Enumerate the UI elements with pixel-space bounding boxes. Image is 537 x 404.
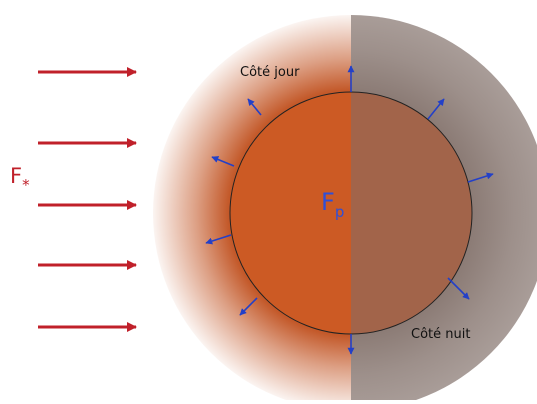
outgoing-arrow (211, 156, 235, 167)
outgoing-arrow (467, 172, 494, 183)
outgoing-arrows (205, 65, 494, 355)
planet-night-hemisphere (351, 92, 472, 334)
planet-flux-subscript: p (334, 203, 345, 221)
incoming-arrows (38, 67, 137, 332)
night-side-label: Côté nuit (411, 327, 471, 342)
outgoing-arrow (239, 297, 258, 316)
outgoing-arrow (205, 234, 232, 245)
stellar-flux-main: F (10, 164, 23, 188)
stellar-flux-subscript: * (22, 176, 30, 194)
outgoing-arrow (427, 98, 445, 120)
stellar-flux-label: F* (10, 164, 30, 193)
planet-flux-main: F (321, 188, 335, 216)
outgoing-arrow (247, 98, 262, 116)
planet-flux-label: Fp (321, 188, 344, 220)
planet-day-hemisphere (230, 92, 351, 334)
outgoing-arrow (447, 277, 470, 300)
day-side-label: Côté jour (240, 65, 300, 80)
